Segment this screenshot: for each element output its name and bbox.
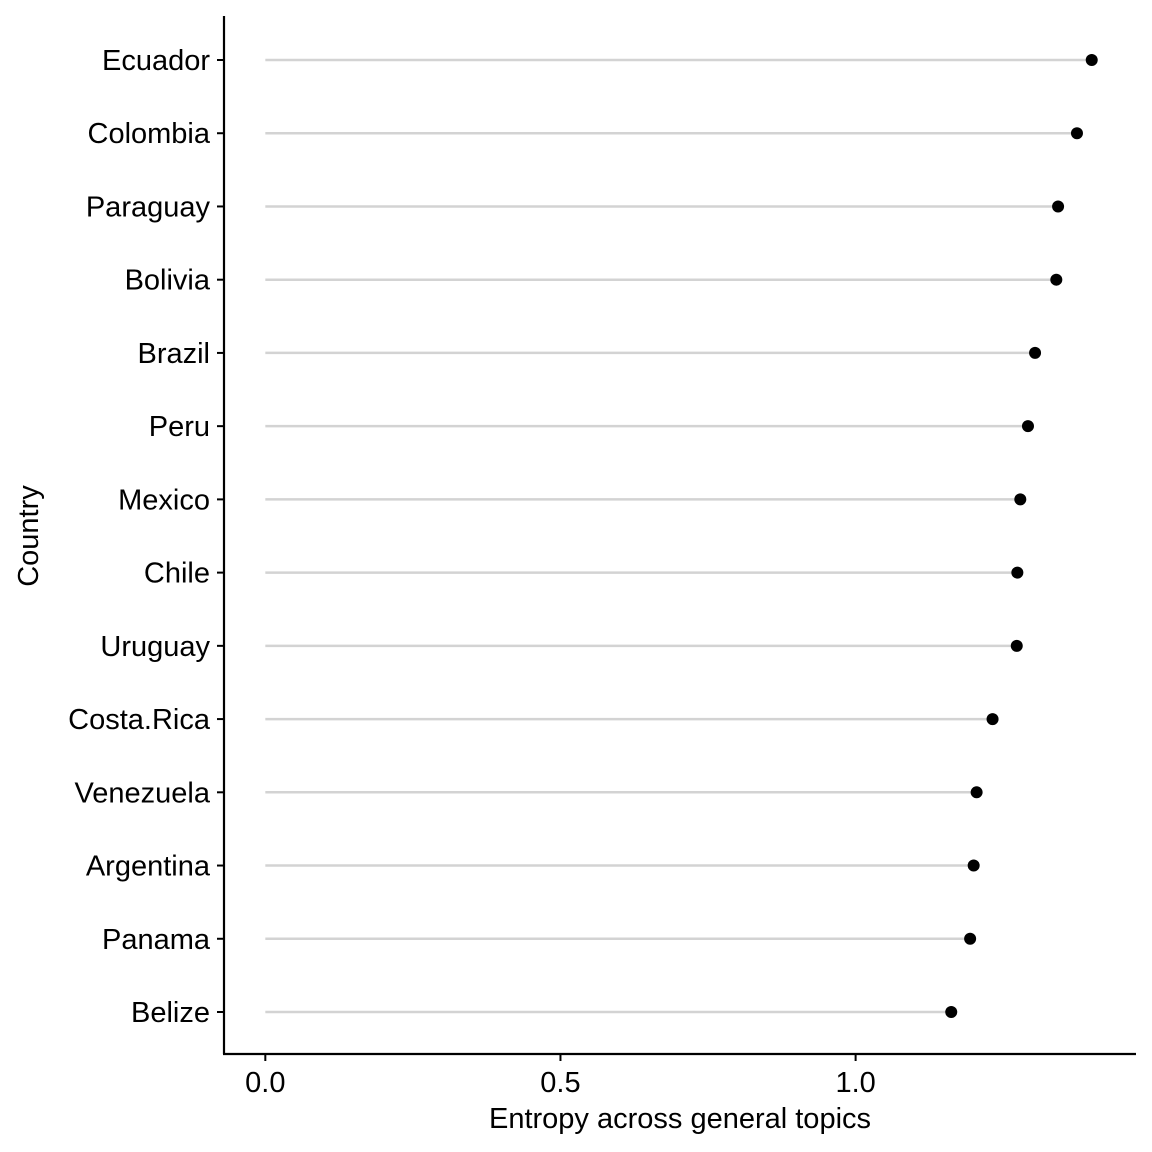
point-venezuela (970, 786, 983, 799)
point-chile (1011, 566, 1024, 579)
y-tick-label-mexico: Mexico (118, 484, 210, 516)
point-paraguay (1052, 200, 1065, 213)
y-tick-label-uruguay: Uruguay (100, 631, 210, 663)
y-tick-label-panama: Panama (102, 924, 211, 956)
point-bolivia (1050, 273, 1063, 286)
point-belize (945, 1006, 958, 1018)
x-axis-title: Entropy across general topics (489, 1103, 871, 1135)
point-mexico (1014, 493, 1027, 506)
y-tick-label-argentina: Argentina (86, 851, 211, 883)
y-tick-label-colombia: Colombia (88, 118, 211, 150)
y-axis-title: Country (13, 485, 45, 587)
y-tick-label-venezuela: Venezuela (75, 777, 211, 809)
y-tick-label-chile: Chile (144, 558, 210, 590)
axes: Ecuador Colombia Paraguay Bolivia Brazil Peru… (68, 16, 1136, 1099)
y-tick-label-belize: Belize (131, 997, 210, 1029)
point-ecuador (1085, 54, 1098, 66)
point-brazil (1029, 346, 1042, 359)
y-tick-label-bolivia: Bolivia (125, 265, 211, 297)
y-tick-label-brazil: Brazil (137, 338, 210, 370)
y-tick-label-paraguay: Paraguay (86, 191, 211, 223)
x-tick-label-0: 0.0 (245, 1067, 285, 1099)
plot-area (265, 54, 1098, 1018)
point-colombia (1070, 127, 1083, 140)
x-tick-label-1: 0.5 (540, 1067, 580, 1099)
point-panama (964, 932, 977, 945)
y-tick-label-peru: Peru (149, 411, 210, 443)
point-costa-rica (986, 713, 999, 726)
x-tick-label-2: 1.0 (835, 1067, 875, 1099)
point-peru (1021, 420, 1034, 433)
point-uruguay (1010, 639, 1023, 652)
point-argentina (967, 859, 980, 872)
y-tick-label-ecuador: Ecuador (102, 45, 210, 77)
y-tick-label-costa-rica: Costa.Rica (68, 704, 211, 736)
